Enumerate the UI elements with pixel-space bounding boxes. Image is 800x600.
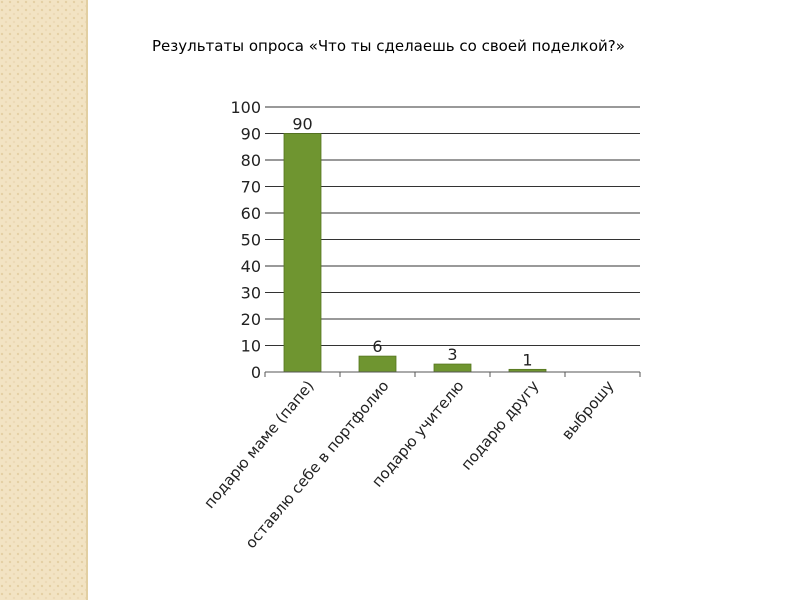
x-category-label: оставлю себе в портфолио [242, 377, 393, 552]
y-tick-label: 0 [251, 363, 261, 382]
y-tick-label: 60 [241, 204, 261, 223]
bar-2 [358, 355, 397, 373]
x-category-label: подарю другу [457, 377, 542, 474]
y-tick-label: 20 [241, 310, 261, 329]
y-tick-label: 90 [241, 125, 261, 144]
x-axis-category-labels: подарю маме (папе)оставлю себе в портфол… [200, 377, 617, 552]
data-labels: 90 6 3 1 [292, 115, 532, 370]
slide-title: Результаты опроса «Что ты сделаешь со св… [152, 37, 625, 55]
data-label: 1 [522, 350, 532, 369]
y-tick-label: 30 [241, 284, 261, 303]
data-label: 3 [447, 345, 457, 364]
y-axis-tick-labels: 0 10 20 30 40 50 60 70 80 90 100 [230, 98, 261, 382]
y-tick-label: 100 [230, 98, 261, 117]
gridlines [265, 106, 640, 346]
x-axis [264, 371, 641, 377]
data-label: 90 [292, 115, 312, 134]
bars [283, 133, 547, 373]
y-tick-label: 40 [241, 257, 261, 276]
data-label: 6 [372, 337, 382, 356]
y-tick-label: 50 [241, 231, 261, 250]
decorative-side-strip [0, 0, 86, 600]
y-tick-label: 70 [241, 178, 261, 197]
bar-3 [433, 363, 472, 373]
y-tick-label: 10 [241, 337, 261, 356]
bar-1 [283, 133, 322, 373]
x-category-label: выброшу [558, 377, 618, 443]
side-strip-border [86, 0, 88, 600]
y-tick-label: 80 [241, 151, 261, 170]
